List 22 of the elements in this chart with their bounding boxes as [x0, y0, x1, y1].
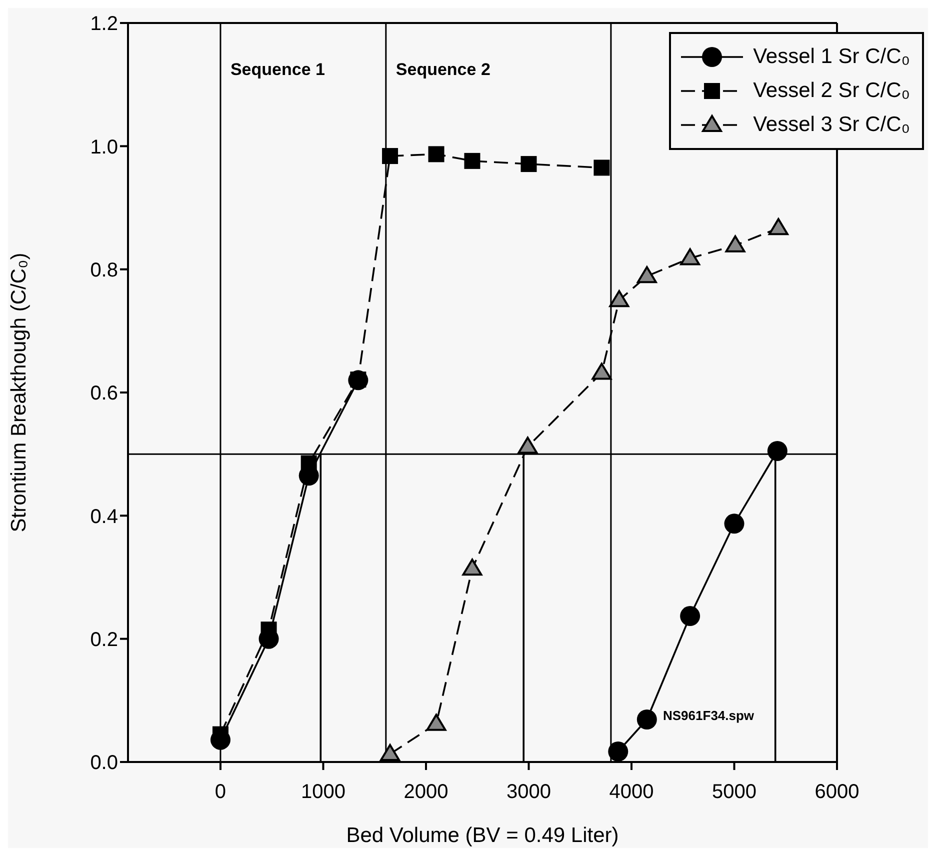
x-tick-label: 2000 — [404, 781, 448, 804]
y-tick-label: 0.2 — [90, 628, 118, 651]
legend-label: Vessel 3 Sr C/C₀ — [753, 113, 910, 137]
ref-line-label: Sequence 2 — [396, 60, 490, 80]
y-tick-label: 1.2 — [90, 13, 118, 36]
x-tick-label: 0 — [214, 781, 226, 804]
legend-label: Vessel 1 Sr C/C₀ — [753, 45, 910, 69]
x-axis-title: Bed Volume (BV = 0.49 Liter) — [346, 824, 619, 847]
x-tick-label: 5000 — [712, 781, 756, 804]
y-tick-label: 0.0 — [90, 752, 118, 774]
annotation: NS961F34.spw — [663, 708, 754, 723]
y-axis-title: Strontium Breakthough (C/C₀) — [7, 252, 30, 532]
y-tick-label: 0.6 — [90, 382, 118, 405]
y-tick-label: 1.0 — [90, 136, 118, 158]
ref-line-label: Sequence 1 — [230, 60, 325, 80]
x-tick-label: 6000 — [814, 781, 860, 804]
y-tick-label: 0.4 — [90, 506, 118, 528]
x-tick-label: 3000 — [506, 781, 551, 804]
legend-label: Vessel 2 Sr C/C₀ — [753, 79, 910, 103]
x-tick-label: 1000 — [300, 781, 346, 804]
y-tick-label: 0.8 — [90, 259, 118, 282]
x-tick-label: 4000 — [609, 781, 654, 804]
